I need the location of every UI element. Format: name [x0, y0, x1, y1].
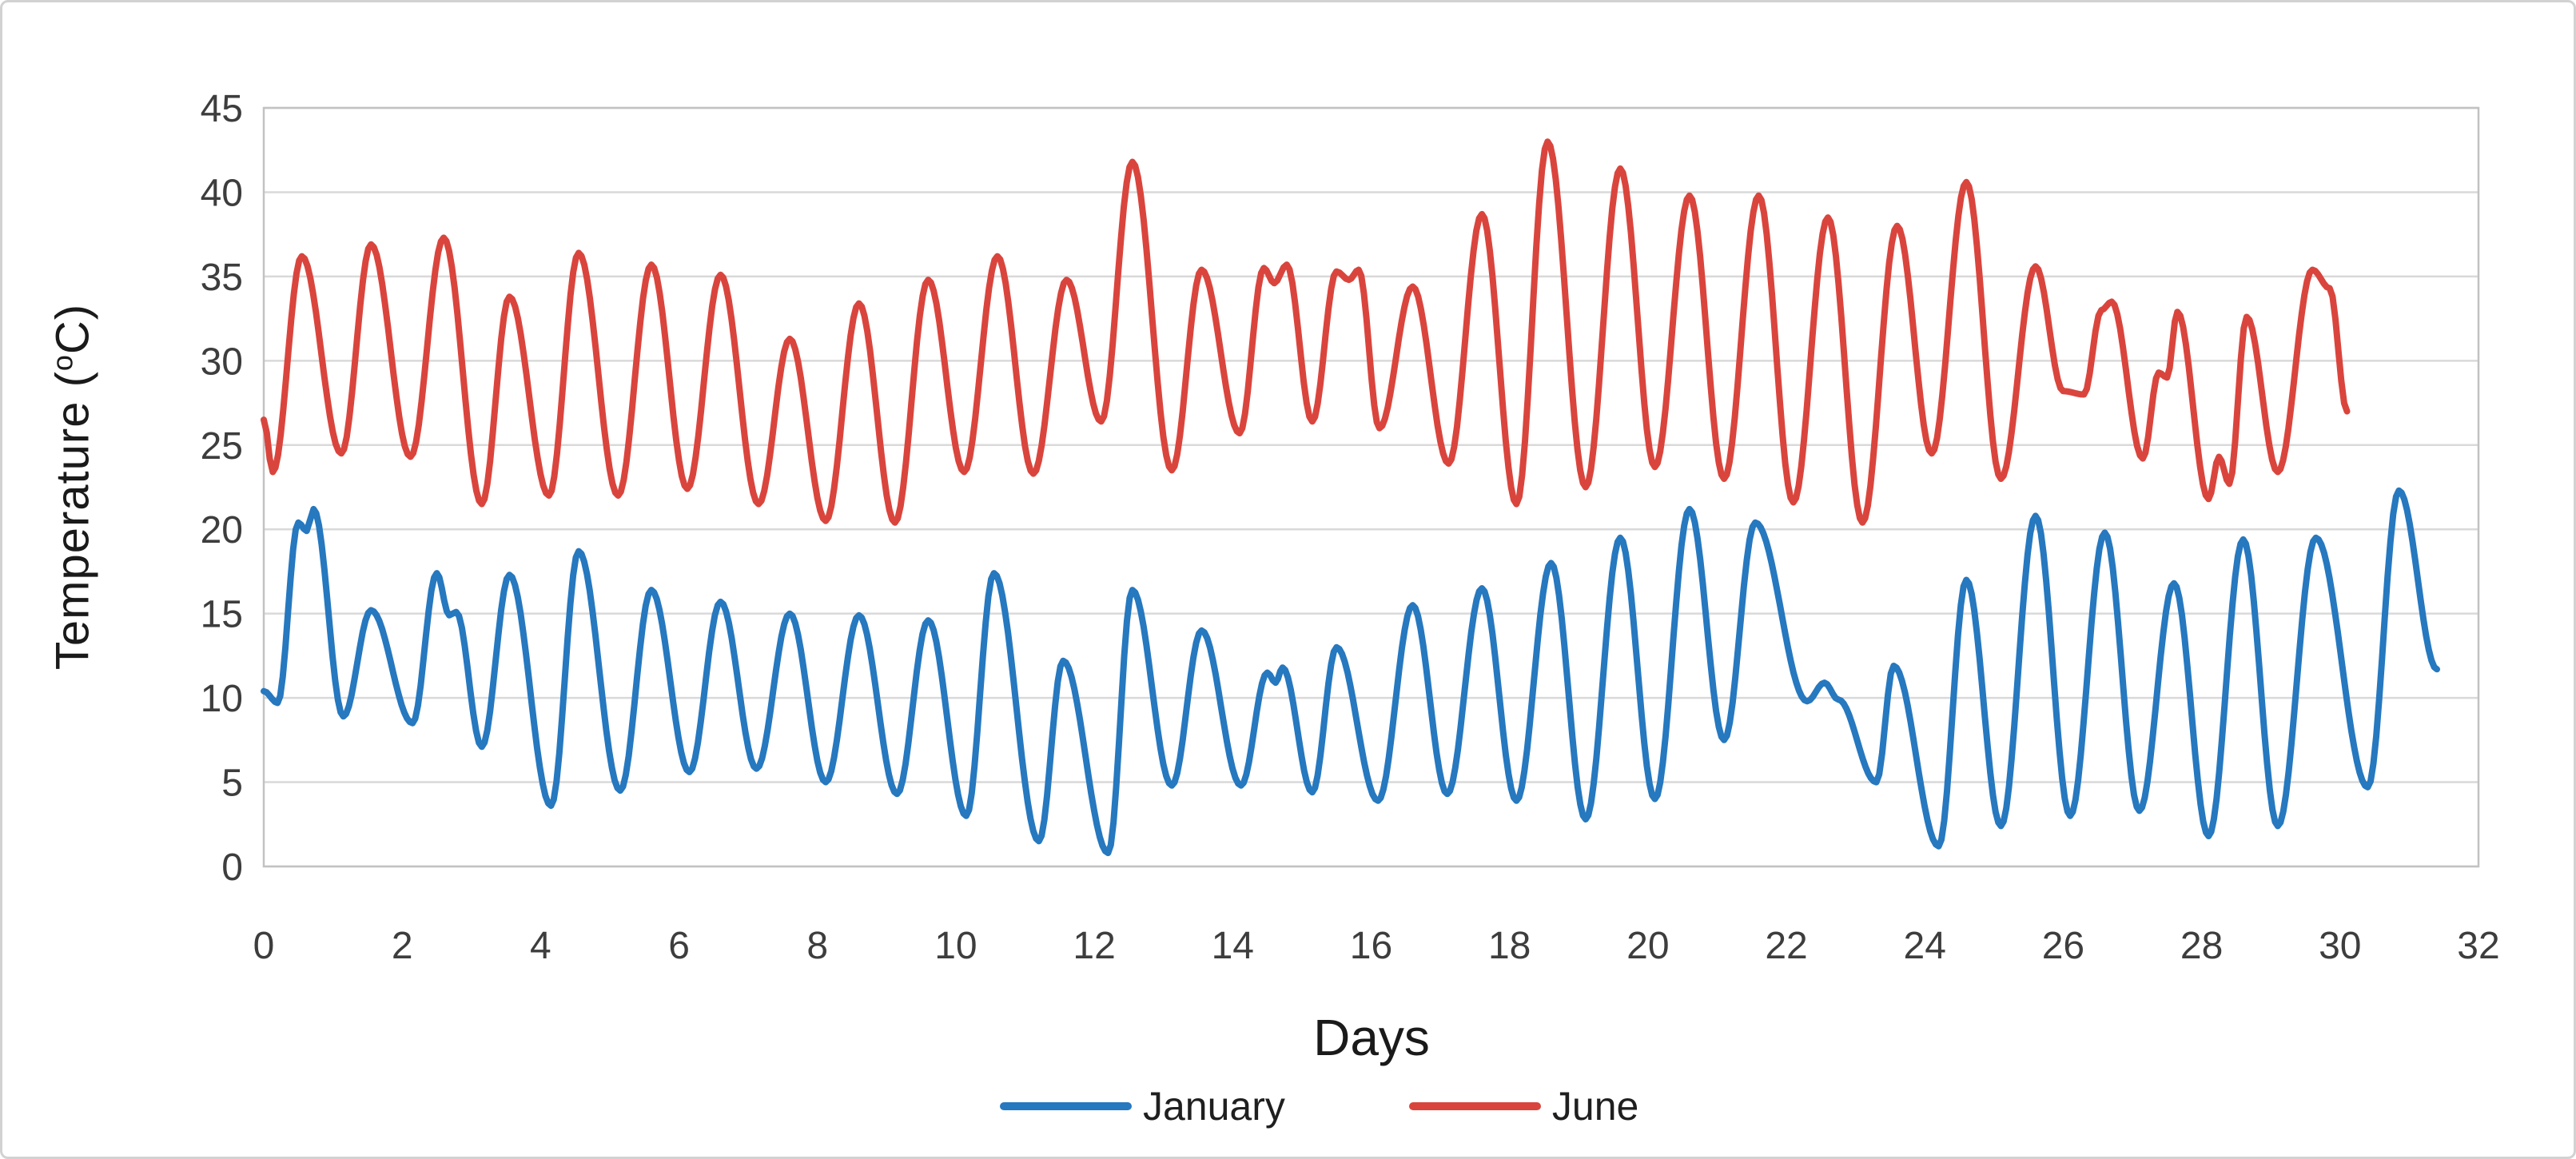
x-tick-label: 28 [2180, 925, 2223, 967]
y-tick-label: 20 [201, 509, 243, 552]
x-tick-label: 4 [530, 925, 551, 967]
y-tick-label: 45 [201, 88, 243, 130]
x-tick-label: 22 [1765, 925, 1807, 967]
x-tick-label: 0 [253, 925, 275, 967]
y-tick-label: 15 [201, 594, 243, 636]
x-tick-label: 32 [2457, 925, 2499, 967]
legend-label-june: June [1551, 1084, 1639, 1129]
y-tick-label: 25 [201, 425, 243, 468]
legend-item-june: June [1408, 1083, 1639, 1129]
january-line [261, 487, 2440, 857]
june-line [261, 138, 2351, 526]
x-tick-label: 26 [2042, 925, 2084, 967]
x-axis-title: Days [1313, 1009, 1430, 1066]
legend-label-january: January [1143, 1084, 1285, 1129]
x-tick-label: 6 [668, 925, 690, 967]
june-line-swatch [1408, 1102, 1541, 1110]
y-axis-title: Temperature (oC) [46, 304, 99, 670]
legend-item-january: January [1000, 1083, 1285, 1129]
january-line-swatch [1000, 1102, 1132, 1110]
plot-border [262, 106, 2480, 868]
x-tick-label: 24 [1904, 925, 1946, 967]
degree-superscript: o [46, 354, 79, 372]
x-tick-label: 18 [1488, 925, 1531, 967]
x-tick-label: 8 [806, 925, 828, 967]
y-tick-label: 40 [201, 172, 243, 214]
y-tick-label: 10 [201, 678, 243, 720]
y-axis-title-text: Temperature ( [46, 371, 99, 671]
x-tick-label: 2 [392, 925, 413, 967]
legend: January June [1000, 1083, 1638, 1129]
x-tick-label: 20 [1626, 925, 1669, 967]
x-tick-label: 12 [1073, 925, 1115, 967]
x-tick-label: 16 [1350, 925, 1392, 967]
y-axis-title-unit: C) [46, 303, 99, 355]
x-tick-label: 30 [2319, 925, 2361, 967]
y-tick-label: 5 [221, 763, 243, 805]
x-tick-label: 14 [1212, 925, 1254, 967]
y-tick-label: 30 [201, 341, 243, 383]
y-tick-label: 0 [221, 846, 243, 889]
y-tick-label: 35 [201, 257, 243, 299]
x-tick-label: 10 [934, 925, 977, 967]
